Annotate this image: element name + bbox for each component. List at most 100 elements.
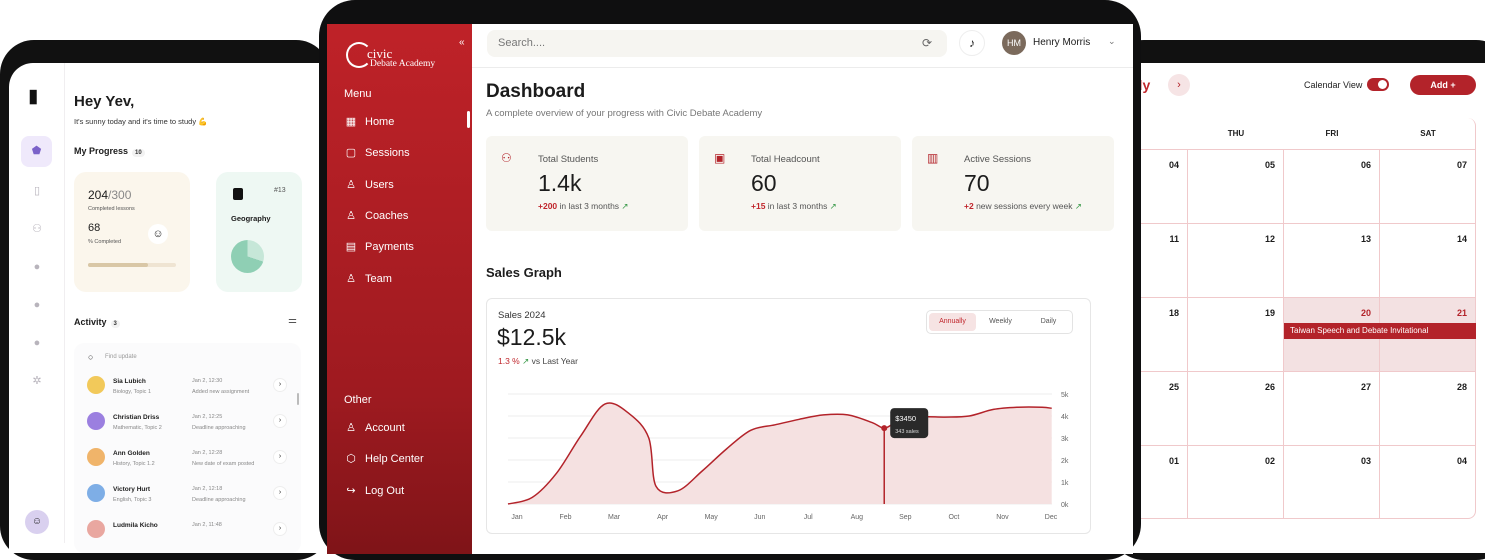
avatar[interactable]: ☺: [25, 510, 49, 534]
day-number: 28: [1456, 382, 1467, 392]
scrollbar[interactable]: [297, 393, 299, 405]
activity-name: Ludmila Kicho: [113, 522, 158, 529]
list-item[interactable]: Ann Golden History, Topic 1.2 Jan 2, 12:28…: [87, 448, 287, 478]
filter-icon[interactable]: ⚌: [288, 315, 297, 326]
calendar-day[interactable]: 12: [1188, 224, 1284, 298]
calendar-day[interactable]: 04: [1120, 150, 1188, 224]
calendar-day[interactable]: 26: [1188, 372, 1284, 446]
y-tick-label: 2k: [1061, 458, 1069, 465]
chevron-right-icon[interactable]: ›: [273, 450, 287, 464]
calendar-day[interactable]: 18: [1120, 298, 1188, 372]
nav-item-sessions[interactable]: ▢ Sessions: [345, 143, 470, 163]
day-number: 27: [1360, 382, 1371, 392]
nav-label: Users: [365, 178, 394, 191]
other-label: Other: [344, 394, 372, 406]
calendar-event[interactable]: Taiwan Speech and Debate Invitational: [1284, 323, 1476, 339]
day-number: 05: [1264, 160, 1275, 170]
nav-item-coaches[interactable]: ♙ Coaches: [345, 206, 470, 226]
calendar-day[interactable]: 19: [1188, 298, 1284, 372]
home-icon[interactable]: ⬟: [21, 136, 52, 167]
sales-chart-card: Sales 2024 $12.5k 1.3 % ↗ vs Last Year A…: [486, 298, 1091, 534]
calendar-day[interactable]: 06: [1284, 150, 1380, 224]
add-button[interactable]: Add +: [1410, 75, 1476, 95]
calendar-day[interactable]: 05: [1188, 150, 1284, 224]
topbar: Search.... ⟳ ♪ HM Henry Morris ⌄: [472, 24, 1133, 68]
nav-label: Team: [365, 272, 392, 285]
nav-item-log-out[interactable]: ↪ Log Out: [345, 481, 470, 501]
user-name[interactable]: Henry Morris: [1033, 37, 1091, 48]
next-month-button[interactable]: ›: [1168, 74, 1190, 96]
list-item[interactable]: Ludmila Kicho Jan 2, 11:48 ›: [87, 520, 287, 550]
period-selector: Annually Weekly Daily: [926, 310, 1073, 334]
calendar-day[interactable]: 13: [1284, 224, 1380, 298]
brand-name: civic: [367, 46, 393, 61]
day-number: 11: [1169, 234, 1179, 244]
globe-icon[interactable]: ●: [33, 337, 41, 349]
chat-icon[interactable]: ●: [33, 261, 41, 273]
day-number: 01: [1168, 456, 1179, 466]
calendar-day[interactable]: 01: [1120, 446, 1188, 518]
collapse-sidebar-button[interactable]: «: [459, 37, 465, 48]
chevron-right-icon[interactable]: ›: [273, 486, 287, 500]
nav-item-home[interactable]: ▦ Home: [345, 112, 470, 132]
stat-change-value: +15: [751, 201, 766, 211]
day-number: 25: [1168, 382, 1179, 392]
bell-icon[interactable]: ♪: [959, 30, 985, 56]
list-item[interactable]: Victory Hurt English, Topic 3 Jan 2, 12:18…: [87, 484, 287, 514]
tab-annually[interactable]: Annually: [929, 313, 976, 331]
book-icon[interactable]: ▮: [28, 86, 39, 107]
stat-card[interactable]: ▥ Active Sessions 70 +2 new sessions every …: [912, 136, 1114, 231]
search-input[interactable]: Search.... ⟳: [487, 30, 947, 57]
stat-change: +2 new sessions every week ↗: [964, 201, 1082, 212]
calendar-day[interactable]: 03: [1284, 446, 1380, 518]
chevron-right-icon[interactable]: ›: [273, 378, 287, 392]
x-tick-label: Mar: [608, 514, 621, 521]
avatar[interactable]: HM: [1002, 31, 1026, 55]
calendar-day[interactable]: 04: [1380, 446, 1475, 518]
chevron-down-icon[interactable]: ⌄: [1108, 36, 1116, 46]
calendar-view-toggle[interactable]: [1367, 78, 1389, 91]
list-item[interactable]: Christian Driss Mathematic, Topic 2 Jan 2,…: [87, 412, 287, 442]
stat-label: Total Headcount: [751, 154, 820, 165]
calendar-day[interactable]: 07: [1380, 150, 1475, 224]
nav-item-account[interactable]: ♙ Account: [345, 418, 470, 438]
brand-subname: Debate Academy: [370, 59, 436, 69]
tab-weekly[interactable]: Weekly: [989, 318, 1012, 325]
progress-card[interactable]: 204/300 Completed lessons 68 % Completed…: [74, 172, 190, 292]
nav-label: Account: [365, 422, 405, 434]
nav-item-users[interactable]: ♙ Users: [345, 175, 470, 195]
stat-card[interactable]: ⚇ Total Students 1.4k +200 in last 3 months…: [486, 136, 688, 231]
y-tick-label: 0k: [1061, 502, 1069, 509]
users-icon[interactable]: ⚇: [32, 223, 42, 235]
settings-icon[interactable]: ✲: [32, 375, 42, 387]
calendar-day[interactable]: 25: [1120, 372, 1188, 446]
calendar-day[interactable]: 28: [1380, 372, 1475, 446]
stat-change-value: +200: [538, 201, 558, 211]
nav-item-help-center[interactable]: ⬡ Help Center: [345, 449, 470, 469]
calendar-day[interactable]: 02: [1188, 446, 1284, 518]
tab-daily[interactable]: Daily: [1040, 318, 1057, 325]
list-item[interactable]: Sia Lubich Biology, Topic 1 Jan 2, 12:30 Ad…: [87, 376, 287, 406]
nav-item-payments[interactable]: ▤ Payments: [345, 237, 470, 257]
calendar-day[interactable]: 27: [1284, 372, 1380, 446]
nav-item-team[interactable]: ♙ Team: [345, 269, 470, 289]
avatar: [87, 484, 105, 502]
activity-heading: Activity 3: [74, 317, 120, 328]
activity-note: New date of exam posted: [192, 461, 255, 467]
activity-topic: Biology, Topic 1: [113, 389, 152, 395]
book-open-icon[interactable]: ▯: [33, 185, 41, 197]
course-card[interactable]: #13 Geography: [216, 172, 302, 292]
info-icon[interactable]: ●: [33, 299, 41, 311]
stat-card[interactable]: ▣ Total Headcount 60 +15 in last 3 months ↗: [699, 136, 901, 231]
chevron-right-icon[interactable]: ›: [273, 414, 287, 428]
activity-topic: History, Topic 1.2: [113, 461, 155, 467]
activity-search-input[interactable]: Find update: [105, 354, 137, 360]
search-icon[interactable]: ⟳: [922, 36, 933, 50]
calendar-day[interactable]: 14: [1380, 224, 1475, 298]
sidebar: civic Debate Academy « Menu ▦ Home ▢ Sessio…: [327, 24, 472, 554]
nav-label: Log Out: [365, 484, 405, 497]
calendar-day[interactable]: 11: [1120, 224, 1188, 298]
stat-period: new sessions every week: [973, 201, 1073, 211]
chevron-right-icon[interactable]: ›: [273, 522, 287, 536]
percent-value: 68: [88, 222, 101, 234]
